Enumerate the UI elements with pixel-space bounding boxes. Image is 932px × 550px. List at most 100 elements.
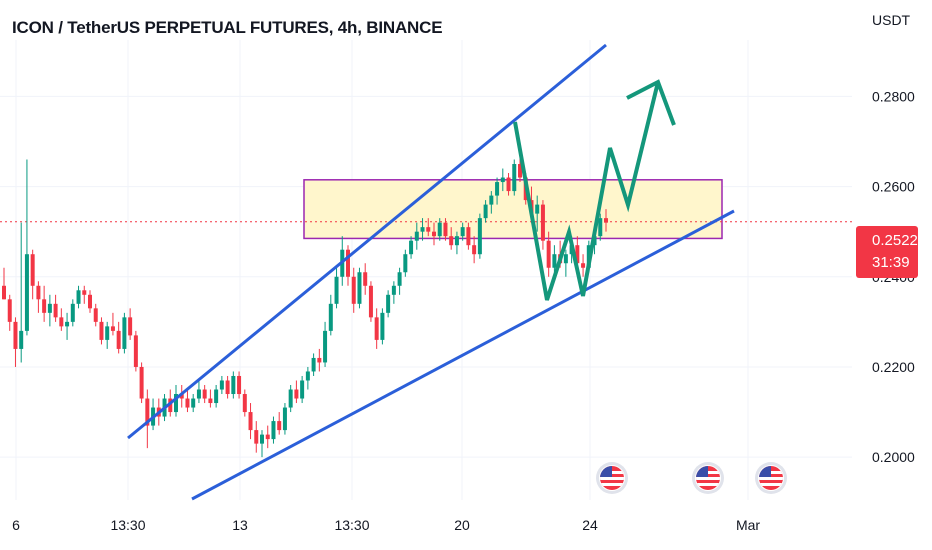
candle-body [598, 218, 603, 237]
candle-body [443, 222, 448, 237]
candle-body [30, 254, 35, 286]
candle-body [512, 164, 517, 192]
candle-body [604, 218, 608, 223]
us-event-flag-icon [596, 462, 628, 494]
candle-body [99, 321, 104, 340]
x-tick-label: Mar [736, 517, 760, 533]
us-event-flag-icon [692, 462, 724, 494]
candle-body [374, 317, 379, 340]
trendlines [127, 43, 735, 501]
candle-body [403, 254, 408, 273]
candle-body [368, 285, 373, 318]
candle-body [346, 249, 350, 277]
candle-body [208, 398, 213, 404]
candle-body [185, 398, 190, 408]
candle-body [105, 326, 110, 340]
candle-body [380, 312, 385, 340]
candles [2, 155, 608, 458]
chart-title: ICON / TetherUS PERPETUAL FUTURES, 4h, B… [12, 18, 443, 37]
candle-body [518, 164, 522, 178]
candle-body [265, 434, 270, 440]
candle-body [24, 254, 29, 331]
candle-body [219, 380, 224, 390]
candle-body [19, 330, 24, 349]
candle-body [70, 303, 75, 322]
y-tick-label: 0.2600 [872, 179, 915, 195]
candle-body [386, 294, 391, 313]
candle-body [93, 308, 98, 322]
candle-body [317, 357, 322, 363]
candle-body [168, 398, 173, 413]
candle-body [357, 272, 362, 304]
candle-body [581, 263, 586, 268]
candle-body [328, 303, 333, 331]
currency-label: USDT [872, 12, 911, 28]
candle-body [506, 177, 511, 192]
candle-body [7, 299, 12, 322]
candle-body [116, 330, 121, 349]
candle-body [179, 394, 184, 399]
candle-body [65, 321, 70, 327]
candle-body [82, 290, 87, 295]
candle-body [540, 204, 545, 241]
grid [0, 40, 852, 500]
candle-body [88, 294, 92, 309]
candle-body [535, 204, 540, 214]
x-tick-label: 6 [12, 517, 20, 533]
projection-arrowhead [626, 79, 676, 126]
candle-body [282, 407, 287, 431]
candle-body [237, 375, 242, 395]
candle-body [47, 303, 52, 313]
candle-body [363, 272, 368, 286]
candle-body [409, 240, 414, 255]
candle-body [466, 227, 471, 246]
candle-body [254, 430, 259, 444]
candle-body [294, 389, 299, 399]
candle-body [122, 317, 127, 349]
candle-body [231, 375, 236, 395]
candle-body [437, 222, 442, 237]
candle-body [202, 389, 207, 399]
candle-body [214, 389, 219, 404]
candle-body [260, 434, 264, 444]
x-tick-label: 20 [454, 517, 470, 533]
candle-body [489, 195, 494, 205]
candle-body [575, 245, 580, 264]
candle-body [128, 317, 133, 336]
candle-body [495, 182, 500, 196]
candle-body [472, 245, 477, 255]
y-tick-label: 0.2000 [872, 449, 915, 465]
candle-body [323, 330, 328, 363]
candle-body [351, 276, 356, 304]
candle-body [300, 380, 305, 399]
bar-countdown: 31:39 [872, 254, 910, 271]
candle-body [432, 231, 436, 237]
x-tick-label: 13:30 [334, 517, 369, 533]
candle-body [76, 290, 81, 304]
last-price-value: 0.2522 [872, 232, 918, 249]
candle-body [449, 236, 454, 246]
candle-body [174, 394, 178, 413]
candle-body [145, 398, 150, 426]
upper-trendline [127, 43, 607, 440]
candle-body [42, 299, 47, 313]
candle-body [477, 218, 482, 255]
candle-body [2, 285, 6, 300]
candle-body [277, 421, 282, 431]
x-tick-label: 13:30 [110, 517, 145, 533]
last-price-tag: 0.2522 31:39 [856, 226, 918, 278]
candle-body [242, 394, 247, 413]
lower-trendline [191, 209, 735, 501]
candle-body [13, 321, 18, 349]
candle-body [563, 254, 568, 264]
us-event-flag-icon [755, 462, 787, 494]
candle-body [191, 398, 196, 408]
candle-body [288, 389, 293, 408]
candle-body [36, 285, 41, 300]
projection-path [513, 81, 660, 301]
y-tick-label: 0.2800 [872, 88, 915, 104]
candle-body [426, 227, 431, 232]
candle-body [500, 177, 505, 183]
candle-body [248, 412, 253, 431]
